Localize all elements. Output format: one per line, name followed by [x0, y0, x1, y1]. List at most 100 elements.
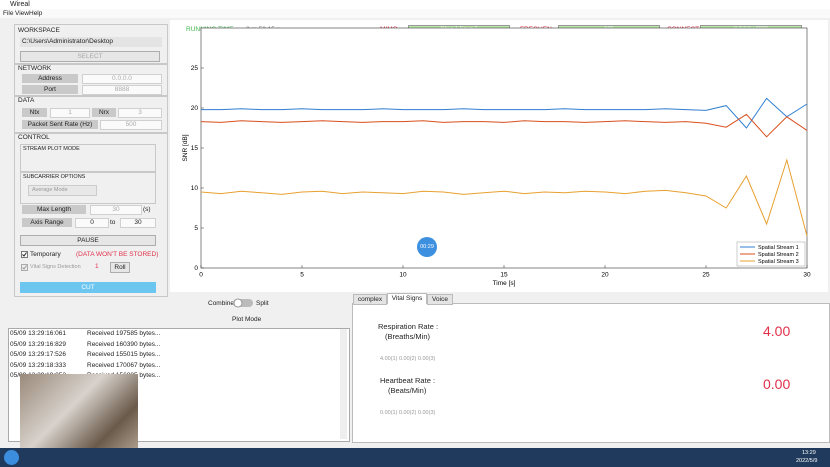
- log-timestamp: 05/09 13:29:17:526: [10, 351, 67, 358]
- x-tick-label: 20: [601, 272, 609, 279]
- x-tick-label: 15: [500, 272, 508, 279]
- timer-badge[interactable]: 00:29: [417, 237, 437, 257]
- network-frame: [14, 64, 168, 96]
- clock-date: 2022/5/9: [796, 458, 818, 464]
- log-message: Received 170067 bytes...: [87, 361, 161, 369]
- pause-button[interactable]: PAUSE: [20, 235, 156, 246]
- y-axis-label: SNR [dB]: [182, 134, 189, 161]
- port-field[interactable]: 8888: [82, 85, 162, 95]
- roll-button[interactable]: Roll: [110, 262, 130, 273]
- field-label: Nrx: [92, 108, 116, 117]
- log-timestamp: 05/09 13:29:18:333: [10, 361, 67, 369]
- cut-button[interactable]: CUT: [20, 282, 156, 293]
- section-heading: DATA: [18, 97, 35, 104]
- vital-readings: 0.00(1) 0.00(2) 0.00(3): [380, 410, 436, 416]
- x-tick-label: 5: [300, 272, 304, 279]
- field-label: Max Length: [22, 205, 86, 214]
- log-message: Received 197585 bytes...: [87, 330, 161, 337]
- x-axis-label: Time [s]: [493, 280, 516, 287]
- vital-unit: (Beats/Min): [388, 386, 427, 395]
- x-tick-label: 30: [803, 272, 811, 279]
- field-label: Packet Sent Rate (Hz): [22, 120, 98, 129]
- y-tick-label: 0: [194, 265, 198, 272]
- vital-checkbox[interactable]: [21, 264, 28, 271]
- average-dropdown[interactable]: Average Mode: [28, 185, 97, 196]
- series-line: [200, 113, 808, 138]
- vital-count: 1: [95, 263, 99, 270]
- toggle-label: Split: [256, 300, 269, 307]
- x-tick-label: 25: [702, 272, 710, 279]
- group-label: SUBCARRIER OPTIONS: [23, 174, 86, 180]
- temporary-checkbox[interactable]: [21, 251, 28, 258]
- series-line: [200, 158, 808, 237]
- y-tick-label: 20: [191, 105, 199, 112]
- warning-text: (DATA WON'T BE STORED): [76, 251, 159, 258]
- field-label: Address: [22, 74, 78, 83]
- field-label: Ntx: [22, 108, 47, 117]
- legend-label: Spatial Stream 1: [758, 245, 799, 251]
- y-tick-label: 25: [191, 65, 199, 72]
- vital-unit: (Breaths/Min): [385, 332, 431, 341]
- window-title: Wireal: [10, 1, 30, 8]
- legend-label: Spatial Stream 2: [758, 252, 799, 258]
- title-bar: [0, 0, 830, 9]
- y-tick-label: 15: [191, 145, 199, 152]
- log-message: Received 155015 bytes...: [87, 351, 161, 358]
- ntx-field[interactable]: 1: [50, 108, 90, 118]
- vital-label: Respiration Rate :: [378, 322, 439, 331]
- section-heading: NETWORK: [18, 65, 52, 72]
- section-heading: CONTROL: [18, 134, 50, 141]
- data-frame: [14, 96, 168, 133]
- toggle-label: Combine: [208, 300, 235, 307]
- menu-item[interactable]: View: [15, 10, 29, 17]
- menu-item[interactable]: File: [3, 10, 14, 17]
- clock-time: 13:29: [802, 450, 816, 456]
- scrollbar[interactable]: [340, 329, 347, 439]
- log-timestamp: 05/09 13:29:16:829: [10, 340, 67, 348]
- nrx-field[interactable]: 3: [118, 108, 162, 118]
- y-tick-label: 5: [194, 225, 198, 232]
- path-field[interactable]: C:\Users\Administrator\Desktop: [20, 37, 162, 47]
- x-tick-label: 0: [199, 272, 203, 279]
- section-heading: WORKSPACE: [18, 27, 60, 34]
- checkbox-label: Temporary: [30, 251, 61, 258]
- field-label: Port: [22, 85, 78, 94]
- select-button[interactable]: SELECT: [20, 51, 160, 62]
- log-timestamp: 05/09 13:29:16:061: [10, 330, 67, 337]
- tab[interactable]: Voice: [427, 294, 453, 305]
- axis-to-field[interactable]: 30: [120, 218, 156, 228]
- start-button[interactable]: [4, 450, 19, 465]
- legend-label: Spatial Stream 3: [758, 259, 799, 265]
- address-field[interactable]: 0.0.0.0: [82, 74, 162, 84]
- plot-area: [200, 27, 808, 269]
- checkbox-label: Vital Signs Detection: [30, 264, 81, 270]
- series-line: [201, 97, 808, 129]
- log-message: Received 160390 bytes...: [87, 340, 161, 348]
- stream-frame: [20, 144, 156, 172]
- control-frame: [14, 133, 168, 297]
- plot-mode-toggle[interactable]: [232, 298, 254, 308]
- workspace-frame: [14, 24, 168, 64]
- max-length-field[interactable]: 30: [90, 205, 142, 215]
- tab[interactable]: complex: [353, 294, 387, 305]
- tab-panel: [352, 303, 830, 443]
- tab-active[interactable]: Vital Signs: [387, 293, 427, 304]
- menu-bar: [0, 9, 830, 18]
- vital-readings: 4.00(1) 0.00(2) 0.00(3): [380, 356, 436, 362]
- vital-value: 0.00: [763, 376, 791, 392]
- group-label: STREAM PLOT MODE: [23, 146, 80, 152]
- rate-field[interactable]: 500: [100, 120, 162, 130]
- taskbar: [0, 448, 830, 467]
- unit-label: (s): [143, 206, 151, 213]
- field-label: Axis Range: [22, 218, 72, 227]
- vital-label: Heartbeat Rate :: [380, 376, 436, 385]
- x-tick-label: 10: [399, 272, 407, 279]
- menu-item[interactable]: Help: [29, 10, 43, 17]
- axis-from-field[interactable]: 0: [75, 218, 109, 228]
- to-label: to: [110, 219, 116, 226]
- y-tick-label: 10: [191, 185, 199, 192]
- vital-value: 4.00: [763, 323, 791, 339]
- subcarrier-frame: [20, 172, 156, 204]
